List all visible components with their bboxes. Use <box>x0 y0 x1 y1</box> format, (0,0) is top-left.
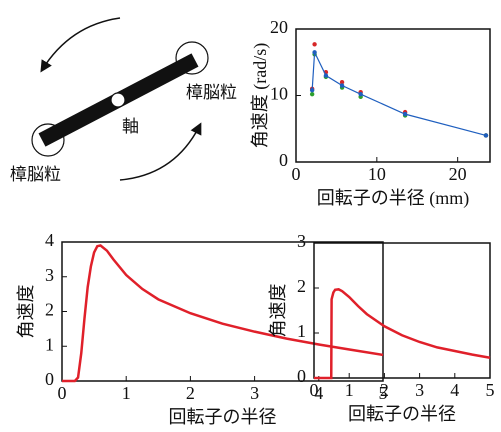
plot-frame <box>62 242 383 381</box>
x-tick-label: 0 <box>310 380 319 400</box>
particle-label: 樟脳粒 <box>10 165 61 184</box>
point <box>312 50 316 54</box>
y-tick-label: 0 <box>279 150 288 170</box>
y-tick-label: 3 <box>297 231 306 251</box>
rotor-diagram: 樟脳粒 樟脳粒 軸 <box>10 18 237 184</box>
axis-pin <box>111 93 125 107</box>
plot-frame <box>296 29 490 162</box>
x-tick-label: 2 <box>186 383 195 403</box>
x-tick-label: 3 <box>415 380 424 400</box>
x-tick-label: 4 <box>450 380 459 400</box>
y-axis-label: 角速度 (rad/s) <box>250 43 271 148</box>
series-line <box>312 52 486 135</box>
x-tick-label: 5 <box>486 380 495 400</box>
y-tick-label: 2 <box>297 276 306 296</box>
chart: 0 1 2 3 4 5 0 1 2 3 回転子の半径 角速度 <box>268 231 494 424</box>
x-axis-label: 回転子の半径 (mm) <box>317 188 470 209</box>
x-axis-label: 回転子の半径 <box>348 404 456 424</box>
point <box>310 88 314 92</box>
y-tick-label: 20 <box>270 17 288 37</box>
x-tick-label: 1 <box>345 380 354 400</box>
x-tick-label: 1 <box>122 383 131 403</box>
point <box>340 83 344 87</box>
x-tick-label: 3 <box>250 383 259 403</box>
y-tick-label: 10 <box>270 84 288 104</box>
y-tick-label: 1 <box>45 334 54 354</box>
chart: 0 10 20 0 10 20 回転子の半径 (mm) 角速度 (rad/s) <box>250 17 490 209</box>
y-axis-label: 角速度 <box>16 285 36 339</box>
y-tick-label: 3 <box>45 265 54 285</box>
particle-label: 樟脳粒 <box>186 83 237 102</box>
point <box>312 42 316 46</box>
point <box>403 112 407 116</box>
rotation-arrow <box>42 18 120 70</box>
y-tick-label: 1 <box>297 321 306 341</box>
y-tick-label: 4 <box>45 230 54 250</box>
series-line <box>314 289 490 378</box>
figure: 樟脳粒 樟脳粒 軸 0102001020回転子の半径 (mm)角速度 (rad/… <box>0 0 501 432</box>
point <box>358 92 362 96</box>
series-line <box>62 245 383 381</box>
point <box>484 133 488 137</box>
point <box>310 92 314 96</box>
x-tick-label: 10 <box>368 164 386 184</box>
axis-label: 軸 <box>122 117 139 136</box>
x-tick-label: 0 <box>58 383 67 403</box>
x-tick-label: 2 <box>380 380 389 400</box>
x-tick-label: 20 <box>449 164 467 184</box>
y-axis-label: 角速度 <box>268 284 288 338</box>
y-tick-label: 0 <box>297 366 306 386</box>
x-tick-label: 0 <box>292 164 301 184</box>
plot-frame <box>314 243 490 378</box>
y-tick-label: 0 <box>45 369 54 389</box>
y-tick-label: 2 <box>45 300 54 320</box>
point <box>324 73 328 77</box>
x-axis-label: 回転子の半径 <box>169 407 277 427</box>
